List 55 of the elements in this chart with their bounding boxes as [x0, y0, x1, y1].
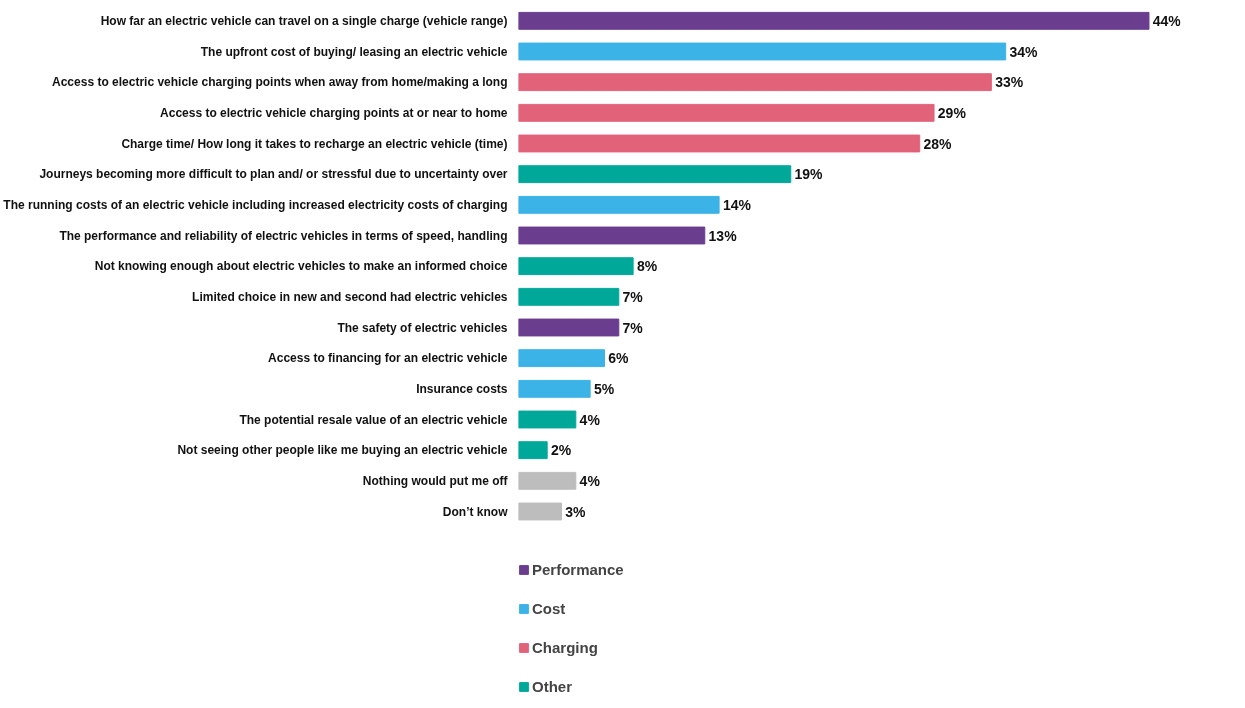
bar — [518, 195, 720, 214]
y-tick-label: The potential resale value of an electric vehicle — [239, 412, 508, 427]
data-label: 7% — [622, 319, 644, 336]
bar — [518, 318, 620, 337]
y-tick-label: Not seeing other people like me buying an electric vehicle — [177, 443, 508, 458]
data-label: 13% — [708, 227, 738, 244]
y-tick-label: Access to electric vehicle charging points at or near to home — [160, 105, 508, 120]
data-label: 8% — [636, 258, 658, 275]
bar — [518, 11, 1150, 30]
y-tick-label: The upfront cost of buying/ leasing an electric vehicle — [200, 44, 508, 59]
bar — [518, 349, 605, 368]
data-label: 4% — [579, 472, 601, 489]
bar — [518, 441, 548, 460]
data-label: 5% — [593, 380, 615, 397]
y-tick-label: Insurance costs — [416, 381, 508, 396]
y-tick-label: Limited choice in new and second had electric vehicles — [192, 289, 508, 304]
bar — [518, 410, 577, 429]
y-tick-label: Access to electric vehicle charging points when away from home/making a long — [52, 75, 508, 90]
bar — [518, 134, 921, 153]
y-tick-label: The running costs of an electric vehicle including increased electricity costs of charging — [3, 197, 508, 212]
bar — [518, 287, 620, 306]
bar — [518, 42, 1007, 61]
legend-label: Charging — [532, 639, 598, 656]
data-label: 19% — [794, 166, 824, 183]
bar — [518, 226, 706, 245]
data-label: 6% — [608, 350, 630, 367]
y-tick-label: Not knowing enough about electric vehicles to make an informed choice — [94, 259, 508, 274]
legend-label: Cost — [532, 600, 566, 617]
bar — [518, 165, 792, 184]
bar — [518, 73, 992, 92]
data-label: 34% — [1009, 43, 1039, 60]
y-tick-label: Access to financing for an electric vehicle — [268, 351, 508, 366]
data-label: 7% — [622, 288, 644, 305]
y-tick-label: Charge time/ How long it takes to recharge an electric vehicle (time) — [121, 136, 508, 151]
y-tick-label: How far an electric vehicle can travel on a single charge (vehicle range) — [100, 13, 508, 28]
y-tick-label: The performance and reliability of electric vehicles in terms of speed, handling — [59, 228, 508, 243]
data-label: 29% — [937, 104, 967, 121]
bar — [518, 257, 634, 276]
data-label: 2% — [550, 442, 572, 459]
y-tick-label: Don’t know — [442, 504, 509, 519]
bar — [518, 379, 591, 398]
data-label: 33% — [995, 74, 1024, 91]
data-label: 3% — [565, 503, 587, 520]
data-label: 28% — [923, 135, 953, 152]
bar — [518, 471, 577, 490]
data-label: 14% — [722, 196, 752, 213]
bar — [518, 502, 562, 521]
y-tick-label: Nothing would put me off — [362, 473, 509, 488]
legend-label: Performance — [532, 561, 624, 578]
y-tick-label: The safety of electric vehicles — [337, 320, 508, 335]
data-label: 4% — [579, 411, 601, 428]
y-tick-label: Journeys becoming more difficult to plan and/ or stressful due to uncertainty over — [39, 167, 508, 182]
data-label: 44% — [1152, 12, 1182, 29]
bar — [518, 103, 935, 122]
legend-label: Other — [532, 678, 573, 695]
